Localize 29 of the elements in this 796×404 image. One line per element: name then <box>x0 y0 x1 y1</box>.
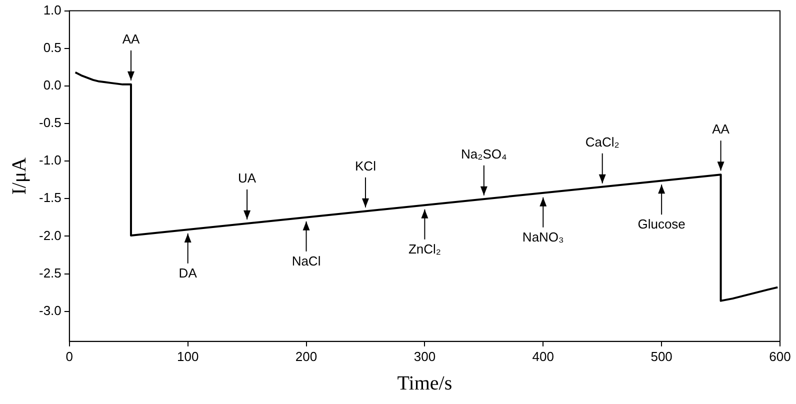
y-tick-label: 1.0 <box>43 2 62 18</box>
y-tick-label: -3.0 <box>38 302 62 318</box>
x-tick-label: 100 <box>176 348 199 364</box>
x-tick-label: 0 <box>66 348 74 364</box>
x-tick-label: 200 <box>295 348 318 364</box>
annotation: Na₂SO₄ <box>461 146 507 162</box>
y-tick-label: -2.5 <box>38 265 62 280</box>
annotation: NaCl <box>292 254 321 269</box>
y-tick-label: -1.5 <box>38 190 62 206</box>
annotation: AA <box>712 122 730 137</box>
x-axis-title: Time/s <box>397 372 452 394</box>
y-axis-title: I/μA <box>8 156 30 195</box>
annotation: KCl <box>355 158 376 174</box>
annotation: DA <box>178 266 198 281</box>
annotation: NaNO₃ <box>522 229 564 244</box>
x-tick-label: 500 <box>650 348 672 364</box>
annotation: ZnCl₂ <box>408 241 441 256</box>
y-tick-label: 0.0 <box>43 78 62 93</box>
y-tick-label: -2.0 <box>38 228 62 243</box>
x-tick-label: 300 <box>414 348 436 364</box>
y-tick-label: -0.5 <box>38 115 62 130</box>
x-tick-label: 600 <box>769 348 791 364</box>
annotation: Glucose <box>638 216 686 232</box>
y-tick-label: -1.0 <box>38 152 62 168</box>
x-tick-label: 400 <box>532 348 554 364</box>
y-tick-label: 0.5 <box>43 40 62 55</box>
annotation: CaCl₂ <box>585 134 620 150</box>
annotation: UA <box>238 170 256 186</box>
annotation: AA <box>122 32 140 47</box>
